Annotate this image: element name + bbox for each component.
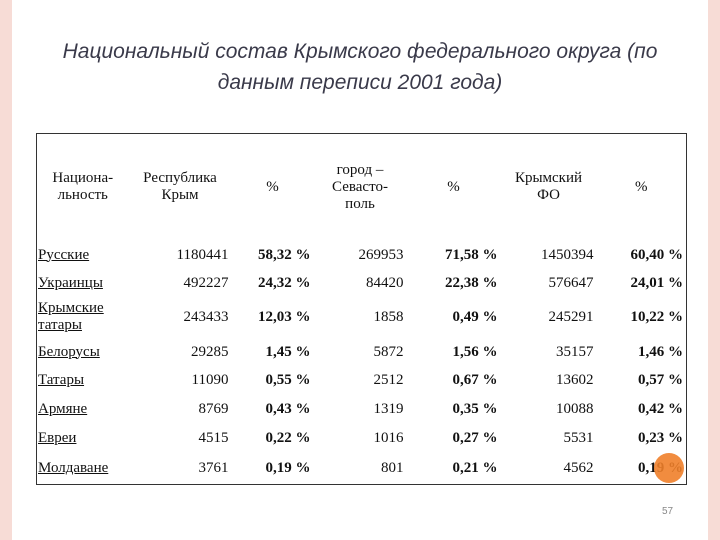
count-cell: 1319 xyxy=(373,401,404,417)
count-cell: 8769 xyxy=(198,401,229,417)
header-row: Национа- льность Республика Крым% город – … xyxy=(37,134,687,241)
percent-cell: 71,58 % xyxy=(445,246,498,263)
nationality-cell: Русские xyxy=(38,246,90,263)
percent-cell: 0,55 % xyxy=(265,372,311,388)
count-cell: 10088 xyxy=(556,401,594,417)
slide-edge xyxy=(708,0,720,540)
header-cell: % xyxy=(266,178,279,195)
population-table: Национа- льность Республика Крым% город – … xyxy=(36,133,687,485)
header-cell: Крымский ФО xyxy=(514,170,583,203)
percent-cell: 24,01 % xyxy=(630,274,684,291)
table-row: Евреи 4515 0,22 % 1016 0,27 % 5531 0,23 % xyxy=(37,424,687,453)
count-cell: 245291 xyxy=(548,308,594,325)
percent-cell: 1,46 % xyxy=(638,343,683,360)
count-cell: 5872 xyxy=(373,343,404,360)
page-number: 57 xyxy=(662,506,674,517)
percent-cell: 0,27 % xyxy=(452,430,498,446)
header-cell: Республика Крым xyxy=(143,170,217,203)
percent-cell: 0,43 % xyxy=(265,401,311,417)
header-cell: город – Севасто- поль xyxy=(332,161,388,212)
percent-cell: 0,67 % xyxy=(452,372,498,388)
count-cell: 5531 xyxy=(563,430,594,446)
percent-cell: 58,32 % xyxy=(258,246,311,263)
percent-cell: 0,21 % xyxy=(452,459,498,476)
percent-cell: 22,38 % xyxy=(445,274,498,291)
count-cell: 492227 xyxy=(183,274,229,291)
count-cell: 3761 xyxy=(198,459,229,476)
count-cell: 243433 xyxy=(183,308,229,325)
percent-cell: 0,22 % xyxy=(265,430,311,446)
table-row: Украинцы 492227 24,32 % 84420 22,38 % 576647 2… xyxy=(37,270,687,296)
slide-edge xyxy=(0,0,12,540)
decor-circle xyxy=(654,453,684,483)
table-row: Русские 1180441 58,32 % 269953 71,58 % 145039… xyxy=(37,240,687,270)
percent-cell: 1,56 % xyxy=(452,343,498,360)
count-cell: 1180441 xyxy=(176,246,229,263)
percent-cell: 0,19 % xyxy=(265,459,311,476)
table-row: Белорусы 29285 1,45 % 5872 1,56 % 35157 1,46 % xyxy=(37,338,687,366)
percent-cell: 10,22 % xyxy=(630,308,684,325)
count-cell: 269953 xyxy=(358,246,404,263)
table-row: Татары 11090 0,55 % 2512 0,67 % 13602 0,57 % xyxy=(37,366,687,395)
count-cell: 1450394 xyxy=(541,246,594,263)
nationality-cell: Евреи xyxy=(38,430,77,446)
count-cell: 576647 xyxy=(548,274,594,291)
nationality-cell: Армяне xyxy=(38,401,88,417)
header-cell: % xyxy=(635,178,648,195)
nationality-cell: Украинцы xyxy=(38,274,103,291)
count-cell: 11090 xyxy=(191,372,229,388)
count-cell: 1016 xyxy=(373,430,404,446)
percent-cell: 0,42 % xyxy=(638,401,683,417)
count-cell: 1858 xyxy=(373,308,404,325)
count-cell: 2512 xyxy=(373,372,404,388)
slide-title: Национальный состав Крымского федерально… xyxy=(62,40,658,94)
count-cell: 4562 xyxy=(563,459,594,476)
nationality-cell: Молдаване xyxy=(38,459,109,476)
percent-cell: 60,40 % xyxy=(630,246,684,263)
header-cell: % xyxy=(447,178,460,195)
count-cell: 4515 xyxy=(198,430,229,446)
nationality-cell: Татары xyxy=(38,372,85,388)
count-cell: 84420 xyxy=(366,274,404,291)
percent-cell: 0,57 % xyxy=(638,372,683,388)
table-row: Армяне 8769 0,43 % 1319 0,35 % 10088 0,42 % xyxy=(37,395,687,424)
count-cell: 801 xyxy=(381,459,404,476)
count-cell: 13602 xyxy=(556,372,594,388)
percent-cell: 24,32 % xyxy=(258,274,311,291)
percent-cell: 12,03 % xyxy=(258,308,311,325)
percent-cell: 0,23 % xyxy=(638,430,683,446)
count-cell: 35157 xyxy=(556,343,594,360)
count-cell: 29285 xyxy=(191,343,229,360)
nationality-cell: Крымские татары xyxy=(38,300,104,333)
percent-cell: 1,45 % xyxy=(265,343,311,360)
table-row: Крымские татары 243433 12,03 % 1858 0,49 % 24… xyxy=(37,296,687,338)
nationality-cell: Белорусы xyxy=(38,343,100,360)
percent-cell: 0,49 % xyxy=(452,308,498,325)
header-cell: Национа- льность xyxy=(52,170,114,203)
percent-cell: 0,35 % xyxy=(452,401,498,417)
